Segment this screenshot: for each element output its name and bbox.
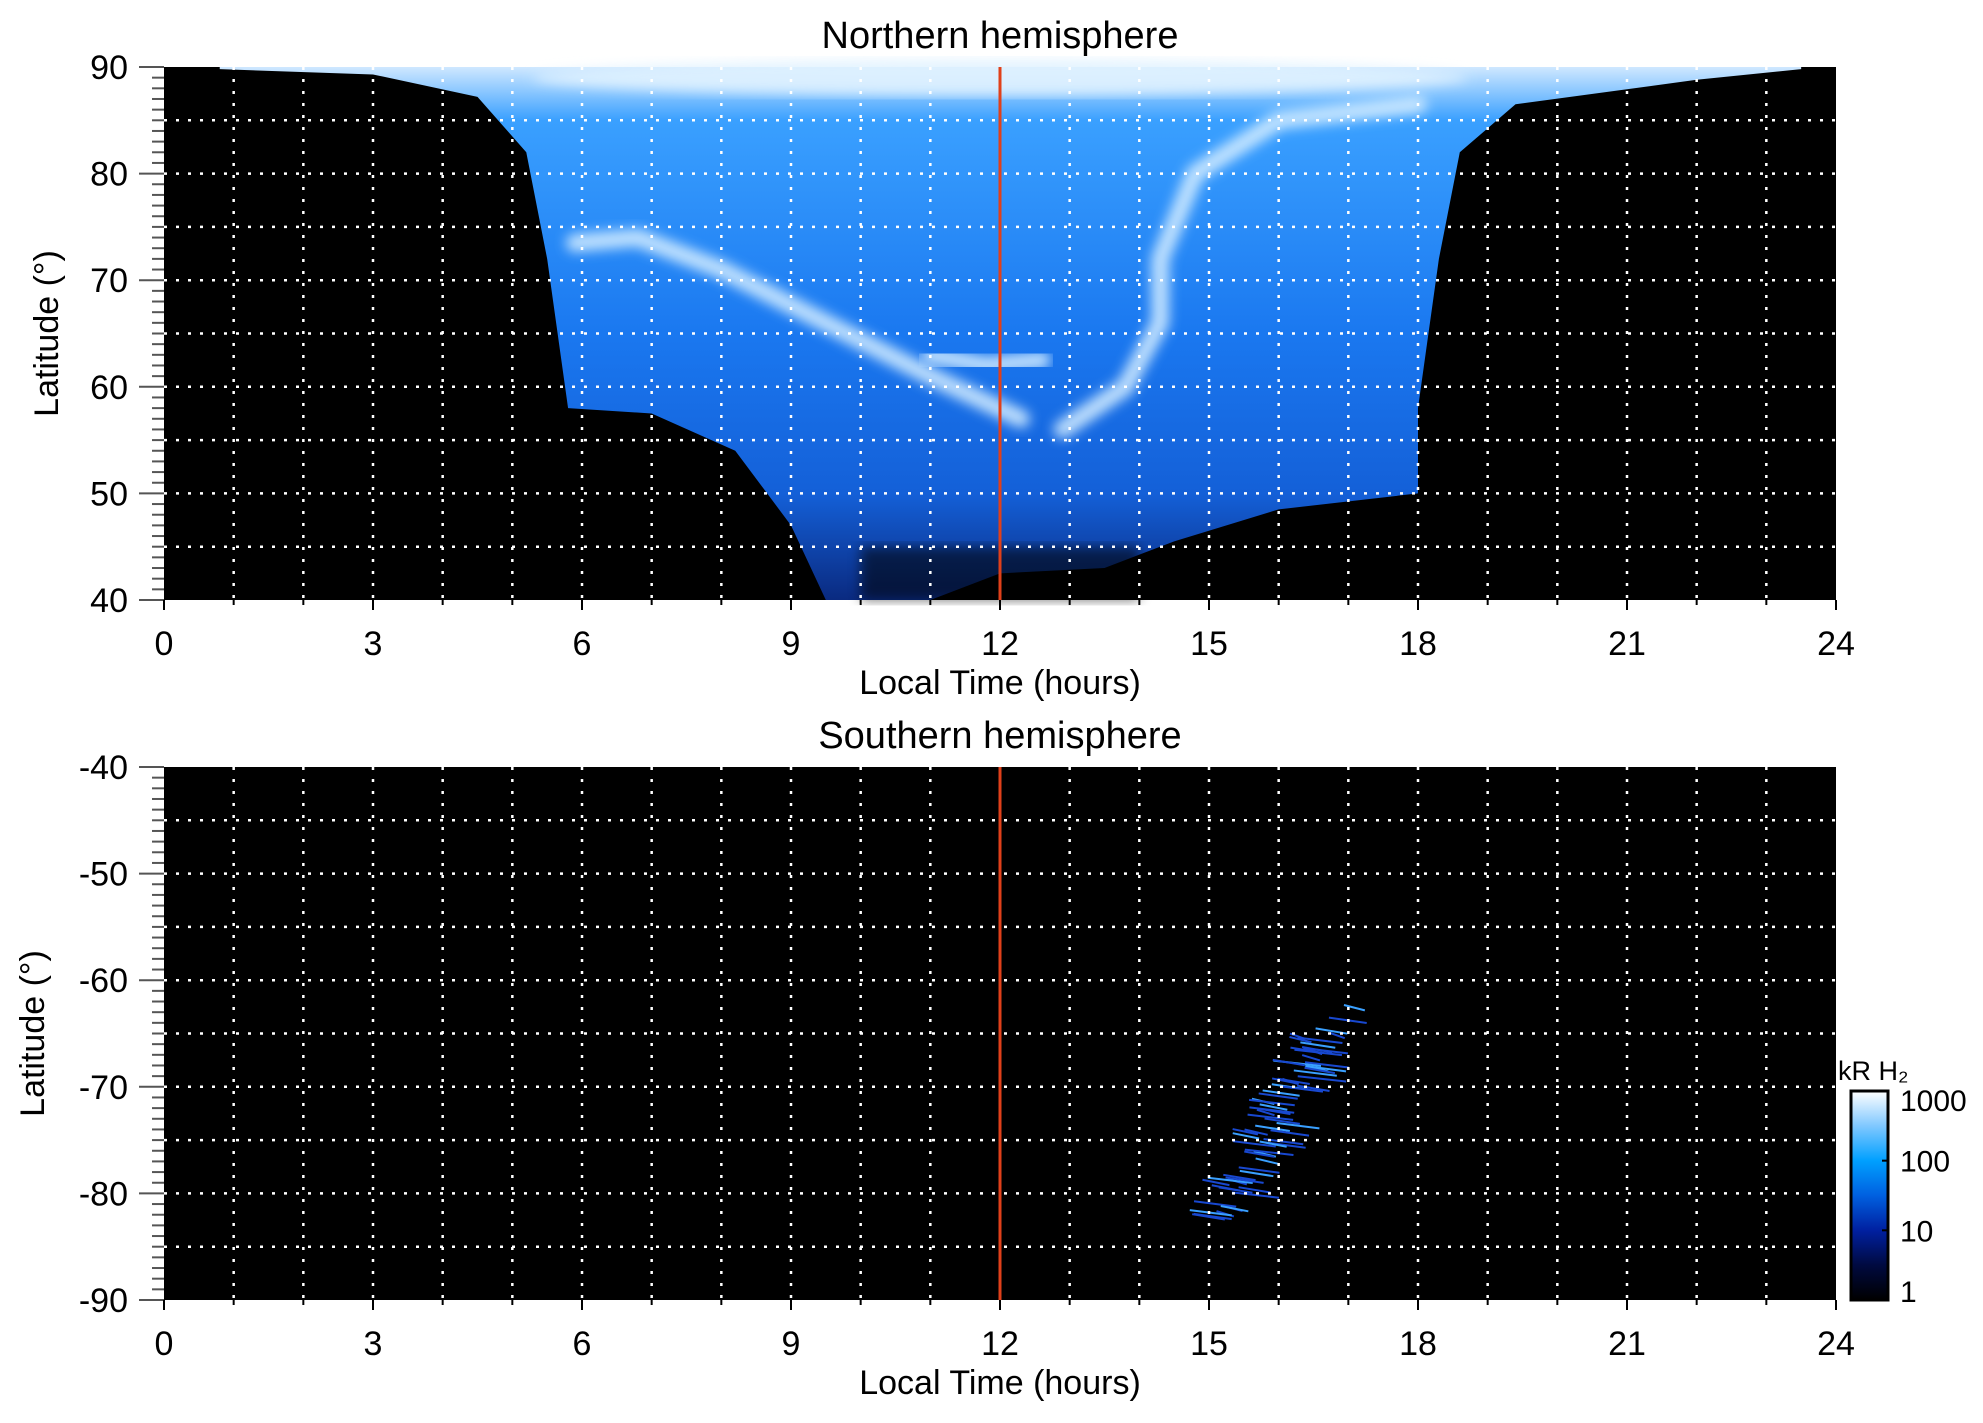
x-tick-label: 12 xyxy=(981,625,1019,663)
x-tick-label: 9 xyxy=(782,1325,801,1363)
colorbar-tick-label: 10 xyxy=(1900,1215,1933,1248)
y-tick-label: -50 xyxy=(79,856,128,894)
colorbar: 1 10 100 1000kR H₂ xyxy=(1838,1056,1967,1309)
y-tick-label: 50 xyxy=(90,475,128,513)
y-tick-label: 70 xyxy=(90,262,128,300)
x-tick-label: 24 xyxy=(1817,625,1855,663)
y-tick-label: 90 xyxy=(90,49,128,87)
northern-panel: 40 50 60 70 80 90 0 3 6 9 12 15 18 21 24 Northern hemis… xyxy=(28,15,1855,702)
y-tick-label: -60 xyxy=(79,962,128,1000)
southern-panel: -90 -80 -70 -60 -50 -40 0 3 6 9 12 15 18 21 24 Southern… xyxy=(14,715,1855,1402)
x-tick-label: 21 xyxy=(1608,625,1646,663)
x-tick-label: 6 xyxy=(573,625,592,663)
y-tick-label: -40 xyxy=(79,749,128,787)
x-tick-label: 15 xyxy=(1190,625,1228,663)
y-tick-label: 80 xyxy=(90,156,128,194)
colorbar-scale xyxy=(1851,1091,1888,1300)
x-tick-label: 9 xyxy=(782,625,801,663)
colorbar-tick-label: 1 xyxy=(1900,1276,1917,1309)
x-tick-label: 21 xyxy=(1608,1325,1646,1363)
x-tick-label: 24 xyxy=(1817,1325,1855,1363)
x-tick-label: 0 xyxy=(155,625,174,663)
x-tick-label: 18 xyxy=(1399,1325,1437,1363)
x-axis-label: Local Time (hours) xyxy=(859,664,1141,702)
y-tick-label: -70 xyxy=(79,1069,128,1107)
y-tick-label: 60 xyxy=(90,369,128,407)
x-tick-label: 3 xyxy=(364,1325,383,1363)
y-axis-label: Latitude (°) xyxy=(28,250,66,417)
y-axis-label: Latitude (°) xyxy=(14,950,52,1117)
x-tick-label: 18 xyxy=(1399,625,1437,663)
panel-title: Southern hemisphere xyxy=(818,715,1181,757)
x-tick-label: 6 xyxy=(573,1325,592,1363)
x-tick-label: 3 xyxy=(364,625,383,663)
x-tick-label: 12 xyxy=(981,1325,1019,1363)
y-tick-label: -90 xyxy=(79,1282,128,1320)
colorbar-tick-label: 1000 xyxy=(1900,1085,1967,1118)
y-tick-label: 40 xyxy=(90,582,128,620)
figure: 4050607080900 3 6 9 12 15 18 21 24Northern hemis… xyxy=(0,0,1983,1423)
panel-title: Northern hemisphere xyxy=(822,15,1179,57)
x-tick-label: 15 xyxy=(1190,1325,1228,1363)
y-tick-label: -80 xyxy=(79,1175,128,1213)
colorbar-tick-label: 100 xyxy=(1900,1146,1950,1179)
x-tick-label: 0 xyxy=(155,1325,174,1363)
x-axis-label: Local Time (hours) xyxy=(859,1364,1141,1402)
colorbar-label: kR H₂ xyxy=(1838,1056,1908,1086)
bright-auroral-arc xyxy=(930,355,1041,366)
